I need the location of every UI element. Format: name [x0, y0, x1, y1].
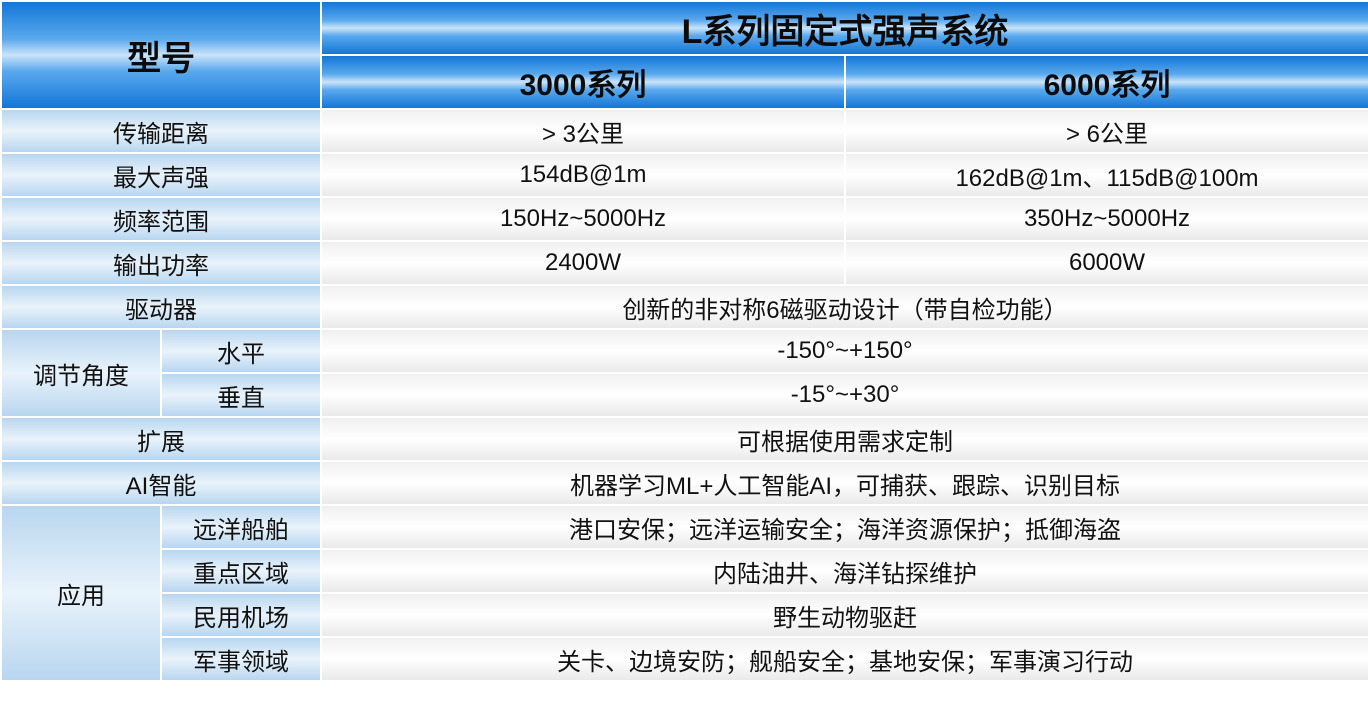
label-freq-range: 频率范围: [1, 197, 321, 241]
value-app-airport: 野生动物驱赶: [321, 593, 1368, 637]
label-angle-group: 调节角度: [1, 329, 161, 417]
value-angle-horiz: -150°~+150°: [321, 329, 1368, 373]
label-output-power: 输出功率: [1, 241, 321, 285]
row-driver: 驱动器 创新的非对称6磁驱动设计（带自检功能）: [1, 285, 1368, 329]
row-app-ship: 应用 远洋船舶 港口安保；远洋运输安全；海洋资源保护；抵御海盗: [1, 505, 1368, 549]
row-transmission: 传输距离 > 3公里 > 6公里: [1, 109, 1368, 153]
label-app-airport: 民用机场: [161, 593, 321, 637]
header-model-label: 型号: [1, 1, 321, 109]
value-max-sound-3000: 154dB@1m: [321, 153, 845, 197]
row-ai: AI智能 机器学习ML+人工智能AI，可捕获、跟踪、识别目标: [1, 461, 1368, 505]
value-ai: 机器学习ML+人工智能AI，可捕获、跟踪、识别目标: [321, 461, 1368, 505]
row-angle-horiz: 调节角度 水平 -150°~+150°: [1, 329, 1368, 373]
label-app-ship: 远洋船舶: [161, 505, 321, 549]
row-max-sound: 最大声强 154dB@1m 162dB@1m、115dB@100m: [1, 153, 1368, 197]
label-ai: AI智能: [1, 461, 321, 505]
label-angle-vert: 垂直: [161, 373, 321, 417]
value-freq-3000: 150Hz~5000Hz: [321, 197, 845, 241]
row-app-military: 军事领域 关卡、边境安防；舰船安全；基地安保；军事演习行动: [1, 637, 1368, 681]
label-app-group: 应用: [1, 505, 161, 681]
spec-table: 型号 L系列固定式强声系统 3000系列 6000系列 传输距离 > 3公里 >…: [0, 0, 1368, 682]
header-col-6000: 6000系列: [845, 55, 1368, 109]
label-app-area: 重点区域: [161, 549, 321, 593]
value-power-6000: 6000W: [845, 241, 1368, 285]
row-app-area: 重点区域 内陆油井、海洋钻探维护: [1, 549, 1368, 593]
label-angle-horiz: 水平: [161, 329, 321, 373]
row-angle-vert: 垂直 -15°~+30°: [1, 373, 1368, 417]
value-transmission-3000: > 3公里: [321, 109, 845, 153]
value-power-3000: 2400W: [321, 241, 845, 285]
label-max-sound: 最大声强: [1, 153, 321, 197]
header-series-title: L系列固定式强声系统: [321, 1, 1368, 55]
value-max-sound-6000: 162dB@1m、115dB@100m: [845, 153, 1368, 197]
value-angle-vert: -15°~+30°: [321, 373, 1368, 417]
label-transmission: 传输距离: [1, 109, 321, 153]
value-freq-6000: 350Hz~5000Hz: [845, 197, 1368, 241]
header-row-1: 型号 L系列固定式强声系统: [1, 1, 1368, 55]
label-extension: 扩展: [1, 417, 321, 461]
value-app-ship: 港口安保；远洋运输安全；海洋资源保护；抵御海盗: [321, 505, 1368, 549]
value-app-area: 内陆油井、海洋钻探维护: [321, 549, 1368, 593]
label-driver: 驱动器: [1, 285, 321, 329]
value-app-military: 关卡、边境安防；舰船安全；基地安保；军事演习行动: [321, 637, 1368, 681]
value-transmission-6000: > 6公里: [845, 109, 1368, 153]
value-extension: 可根据使用需求定制: [321, 417, 1368, 461]
row-extension: 扩展 可根据使用需求定制: [1, 417, 1368, 461]
row-app-airport: 民用机场 野生动物驱赶: [1, 593, 1368, 637]
row-freq-range: 频率范围 150Hz~5000Hz 350Hz~5000Hz: [1, 197, 1368, 241]
label-app-military: 军事领域: [161, 637, 321, 681]
row-output-power: 输出功率 2400W 6000W: [1, 241, 1368, 285]
value-driver: 创新的非对称6磁驱动设计（带自检功能）: [321, 285, 1368, 329]
header-col-3000: 3000系列: [321, 55, 845, 109]
